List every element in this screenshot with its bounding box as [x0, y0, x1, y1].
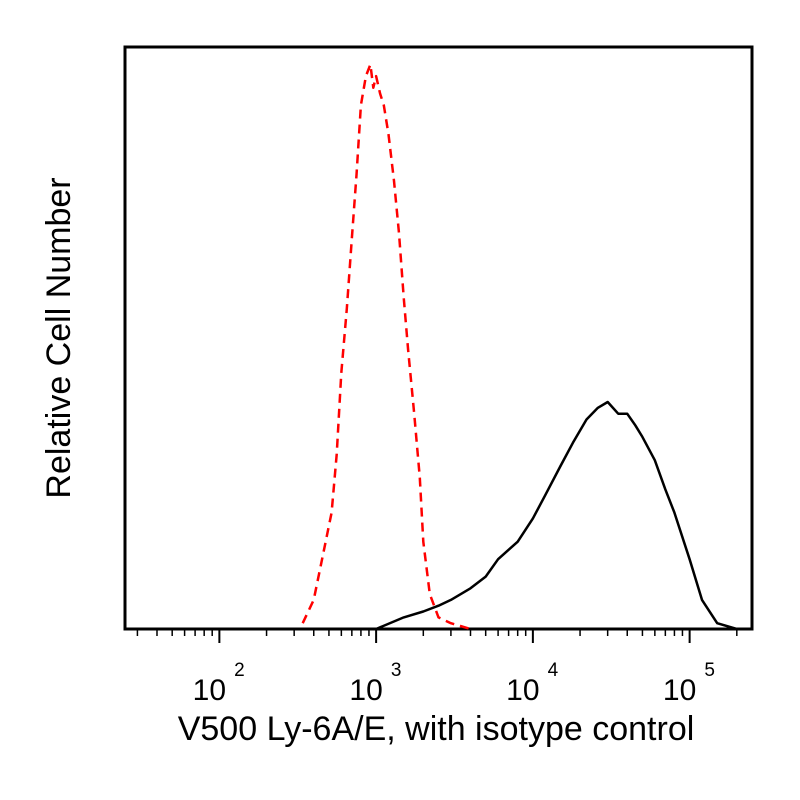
x-tick-label: 10 — [506, 674, 539, 707]
ly6ae-series — [375, 400, 738, 631]
series-layer — [301, 63, 738, 631]
y-axis-label: Relative Cell Number — [40, 177, 78, 498]
x-axis-ticks: 10 2 10 3 10 4 10 5 — [136, 629, 738, 707]
x-tick-exponent: 3 — [391, 660, 402, 681]
x-axis-label: V500 Ly-6A/E, with isotype control — [178, 710, 695, 748]
plot-frame — [123, 45, 754, 631]
isotype-control-series — [301, 63, 471, 631]
x-tick-label: 10 — [349, 674, 382, 707]
x-tick-exponent: 5 — [704, 660, 715, 681]
x-tick-exponent: 4 — [548, 660, 559, 681]
x-tick-exponent: 2 — [234, 660, 245, 681]
x-tick-label: 10 — [193, 674, 226, 707]
x-tick-label: 10 — [663, 674, 696, 707]
